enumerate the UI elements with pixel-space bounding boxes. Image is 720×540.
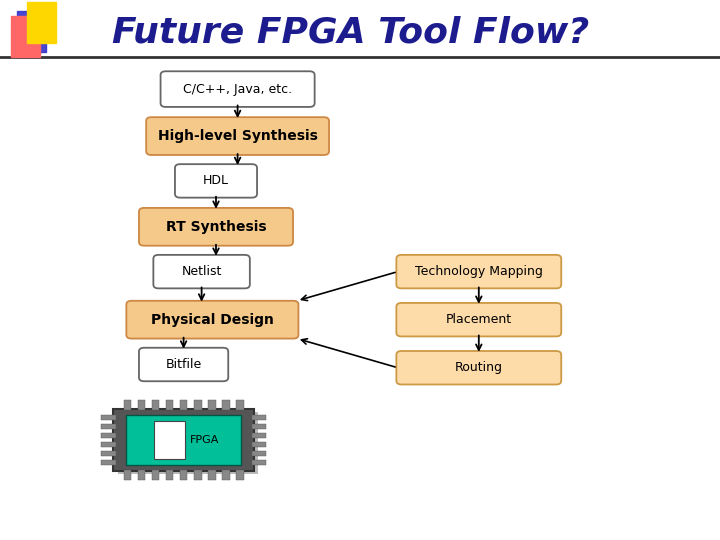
- Bar: [118, 413, 258, 475]
- Text: Bitfile: Bitfile: [166, 358, 202, 371]
- Text: RT Synthesis: RT Synthesis: [166, 220, 266, 234]
- FancyBboxPatch shape: [396, 351, 562, 384]
- FancyBboxPatch shape: [161, 71, 315, 107]
- Bar: [152, 470, 159, 480]
- Bar: [154, 421, 185, 459]
- FancyBboxPatch shape: [139, 348, 228, 381]
- Bar: [252, 424, 266, 429]
- Bar: [252, 451, 266, 456]
- Text: Physical Design: Physical Design: [151, 313, 274, 327]
- Bar: [166, 470, 174, 480]
- Bar: [138, 470, 145, 480]
- Text: Future FPGA Tool Flow?: Future FPGA Tool Flow?: [112, 16, 589, 49]
- Bar: [252, 415, 266, 420]
- Bar: [101, 460, 115, 465]
- Bar: [124, 400, 131, 410]
- FancyBboxPatch shape: [153, 255, 250, 288]
- FancyBboxPatch shape: [139, 208, 293, 246]
- Bar: [152, 400, 159, 410]
- Bar: [236, 470, 243, 480]
- Text: Netlist: Netlist: [181, 265, 222, 278]
- Bar: [101, 442, 115, 447]
- Bar: [138, 400, 145, 410]
- Bar: [252, 442, 266, 447]
- Bar: [101, 415, 115, 420]
- Bar: [194, 470, 202, 480]
- Text: High-level Synthesis: High-level Synthesis: [158, 129, 318, 143]
- Bar: [126, 415, 241, 465]
- Bar: [194, 400, 202, 410]
- Text: Technology Mapping: Technology Mapping: [415, 265, 543, 278]
- Bar: [101, 424, 115, 429]
- Bar: [208, 400, 215, 410]
- FancyBboxPatch shape: [396, 255, 562, 288]
- Text: FPGA: FPGA: [190, 435, 220, 445]
- Bar: [124, 470, 131, 480]
- Bar: [101, 451, 115, 456]
- Text: Placement: Placement: [446, 313, 512, 326]
- Bar: [101, 433, 115, 438]
- Bar: [222, 470, 230, 480]
- Bar: [180, 400, 187, 410]
- FancyBboxPatch shape: [396, 303, 562, 336]
- Bar: [252, 460, 266, 465]
- Bar: [166, 400, 174, 410]
- FancyBboxPatch shape: [127, 301, 299, 339]
- Text: C/C++, Java, etc.: C/C++, Java, etc.: [183, 83, 292, 96]
- Bar: [17, 11, 46, 52]
- Bar: [114, 409, 254, 471]
- Bar: [27, 2, 56, 43]
- Text: Routing: Routing: [455, 361, 503, 374]
- Bar: [252, 433, 266, 438]
- Bar: [222, 400, 230, 410]
- Bar: [11, 16, 40, 57]
- Bar: [208, 470, 215, 480]
- Bar: [236, 400, 243, 410]
- Bar: [180, 470, 187, 480]
- Text: HDL: HDL: [203, 174, 229, 187]
- FancyBboxPatch shape: [146, 117, 329, 155]
- FancyBboxPatch shape: [175, 164, 257, 198]
